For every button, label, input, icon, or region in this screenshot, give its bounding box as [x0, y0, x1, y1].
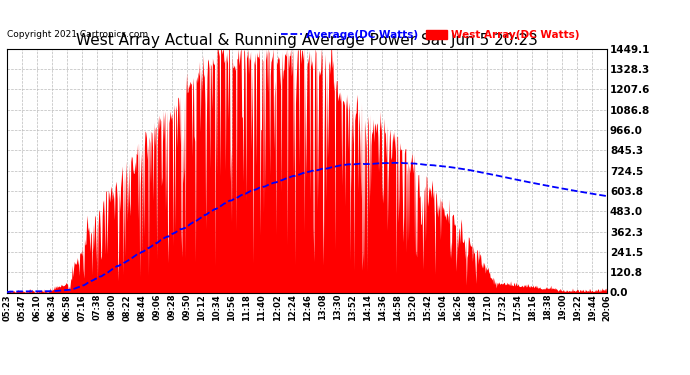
Legend: Average(DC Watts), West Array(DC Watts): Average(DC Watts), West Array(DC Watts) — [277, 26, 584, 44]
Text: Copyright 2021 Cartronics.com: Copyright 2021 Cartronics.com — [7, 30, 148, 39]
Title: West Array Actual & Running Average Power Sat Jun 5 20:23: West Array Actual & Running Average Powe… — [76, 33, 538, 48]
